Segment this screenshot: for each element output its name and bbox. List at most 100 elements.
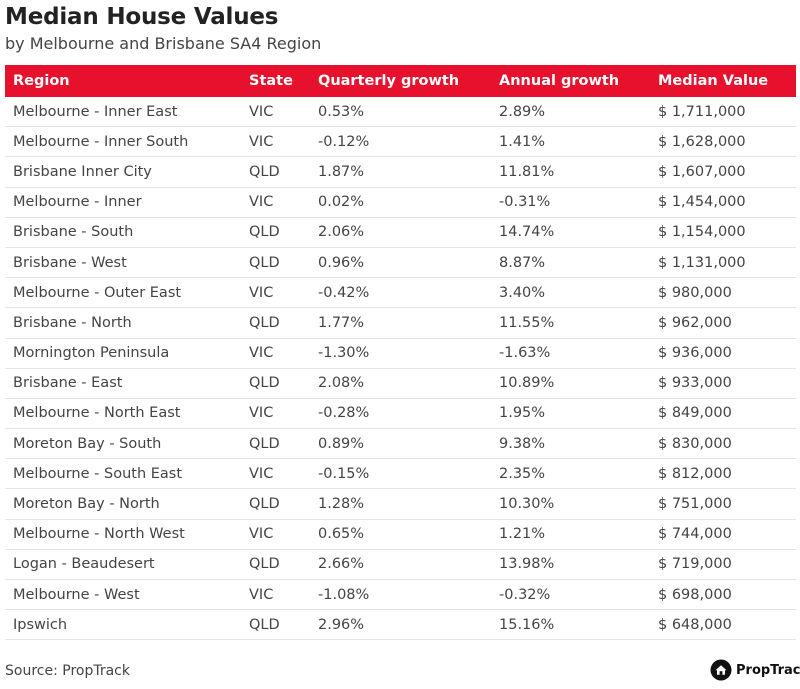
cell-state: QLD (249, 375, 280, 392)
table-row: Melbourne - Inner VIC 0.02% -0.31% $ 1,454,0… (5, 188, 796, 218)
column-header-region: Region (13, 73, 70, 89)
cell-median-value: $ 751,000 (658, 496, 732, 513)
cell-annual-growth: 1.41% (499, 133, 546, 150)
cell-state: QLD (249, 254, 280, 271)
cell-region: Moreton Bay - North (13, 496, 160, 513)
cell-annual-growth: 15.16% (499, 616, 555, 633)
column-header-annual-growth: Annual growth (499, 73, 620, 89)
cell-annual-growth: 9.38% (499, 435, 546, 452)
cell-state: QLD (249, 556, 280, 573)
cell-state: QLD (249, 163, 280, 180)
cell-median-value: $ 812,000 (658, 465, 732, 482)
cell-region: Melbourne - South East (13, 465, 183, 482)
cell-state: VIC (249, 345, 274, 362)
cell-annual-growth: 1.21% (499, 526, 546, 543)
cell-state: QLD (249, 616, 280, 633)
cell-region: Mornington Peninsula (13, 345, 170, 362)
cell-quarterly-growth: -0.28% (318, 405, 370, 422)
table-row: Melbourne - North West VIC 0.65% 1.21% $ 744… (5, 520, 796, 550)
cell-median-value: $ 1,131,000 (658, 254, 746, 271)
cell-region: Brisbane Inner City (13, 163, 152, 180)
cell-state: VIC (249, 284, 274, 301)
brand-mark: PropTrack (710, 659, 800, 681)
cell-state: QLD (249, 435, 280, 452)
cell-state: VIC (249, 133, 274, 150)
cell-state: VIC (249, 405, 274, 422)
cell-median-value: $ 744,000 (658, 526, 732, 543)
cell-annual-growth: 14.74% (499, 224, 555, 241)
cell-median-value: $ 936,000 (658, 345, 732, 362)
cell-quarterly-growth: -0.15% (318, 465, 370, 482)
cell-region: Melbourne - North West (13, 526, 185, 543)
column-header-median-value: Median Value (658, 73, 769, 89)
cell-region: Brisbane - North (13, 314, 132, 331)
cell-annual-growth: 1.95% (499, 405, 546, 422)
cell-quarterly-growth: 2.06% (318, 224, 365, 241)
cell-median-value: $ 980,000 (658, 284, 732, 301)
table-header-row: Region State Quarterly growth Annual gro… (5, 65, 796, 97)
cell-quarterly-growth: 0.65% (318, 526, 365, 543)
page-subtitle: by Melbourne and Brisbane SA4 Region (5, 34, 322, 53)
table-row: Melbourne - Inner South VIC -0.12% 1.41% $ 1… (5, 127, 796, 158)
brand-name: PropTrack (736, 662, 800, 678)
cell-region: Melbourne - West (13, 586, 140, 603)
cell-median-value: $ 1,454,000 (658, 194, 746, 211)
table-row: Brisbane - West QLD 0.96% 8.87% $ 1,131,000 (5, 248, 796, 279)
source-note: Source: PropTrack (5, 663, 130, 679)
table-row: Melbourne - West VIC -1.08% -0.32% $ 698,000 (5, 580, 796, 611)
cell-median-value: $ 1,607,000 (658, 163, 746, 180)
cell-region: Melbourne - Inner South (13, 133, 189, 150)
cell-state: VIC (249, 526, 274, 543)
cell-region: Moreton Bay - South (13, 435, 162, 452)
cell-state: QLD (249, 496, 280, 513)
cell-state: VIC (249, 194, 274, 211)
cell-quarterly-growth: -0.12% (318, 133, 370, 150)
cell-annual-growth: -1.63% (499, 345, 551, 362)
cell-quarterly-growth: 0.53% (318, 103, 365, 120)
cell-median-value: $ 1,154,000 (658, 224, 746, 241)
cell-median-value: $ 1,628,000 (658, 133, 746, 150)
cell-annual-growth: 13.98% (499, 556, 555, 573)
cell-quarterly-growth: -0.42% (318, 284, 370, 301)
table-row: Logan - Beaudesert QLD 2.66% 13.98% $ 719,00… (5, 550, 796, 580)
table-row: Moreton Bay - North QLD 1.28% 10.30% $ 751,0… (5, 489, 796, 520)
cell-annual-growth: 10.30% (499, 496, 555, 513)
cell-annual-growth: 11.55% (499, 314, 555, 331)
table-row: Brisbane Inner City QLD 1.87% 11.81% $ 1,607… (5, 157, 796, 188)
column-header-state: State (249, 73, 293, 89)
table-row: Melbourne - South East VIC -0.15% 2.35% $ 81… (5, 459, 796, 490)
page-title: Median House Values (5, 4, 279, 30)
cell-region: Melbourne - North East (13, 405, 181, 422)
cell-quarterly-growth: -1.30% (318, 345, 370, 362)
cell-median-value: $ 933,000 (658, 375, 732, 392)
cell-state: VIC (249, 465, 274, 482)
cell-quarterly-growth: 0.89% (318, 435, 365, 452)
cell-region: Melbourne - Inner (13, 194, 142, 211)
cell-quarterly-growth: 2.66% (318, 556, 365, 573)
table-row: Melbourne - North East VIC -0.28% 1.95% $ 84… (5, 399, 796, 430)
cell-quarterly-growth: 1.77% (318, 314, 365, 331)
cell-median-value: $ 830,000 (658, 435, 732, 452)
proptrack-logo-icon (710, 659, 732, 681)
table-row: Melbourne - Inner East VIC 0.53% 2.89% $ 1,7… (5, 97, 796, 128)
cell-region: Brisbane - South (13, 224, 134, 241)
table-row: Brisbane - East QLD 2.08% 10.89% $ 933,000 (5, 369, 796, 399)
cell-annual-growth: 8.87% (499, 254, 546, 271)
cell-state: QLD (249, 224, 280, 241)
cell-quarterly-growth: 0.96% (318, 254, 365, 271)
cell-annual-growth: 3.40% (499, 284, 546, 301)
cell-median-value: $ 962,000 (658, 314, 732, 331)
cell-annual-growth: 2.89% (499, 103, 546, 120)
column-header-quarterly-growth: Quarterly growth (318, 73, 460, 89)
cell-median-value: $ 719,000 (658, 556, 732, 573)
cell-annual-growth: 11.81% (499, 163, 555, 180)
cell-median-value: $ 648,000 (658, 616, 732, 633)
cell-state: VIC (249, 586, 274, 603)
table-row: Ipswich QLD 2.96% 15.16% $ 648,000 (5, 610, 796, 641)
house-values-table: Region State Quarterly growth Annual gro… (5, 65, 796, 641)
cell-quarterly-growth: 2.08% (318, 375, 365, 392)
cell-region: Brisbane - West (13, 254, 127, 271)
table-body: Melbourne - Inner East VIC 0.53% 2.89% $ 1,7… (5, 97, 796, 641)
cell-region: Brisbane - East (13, 375, 123, 392)
cell-region: Melbourne - Outer East (13, 284, 182, 301)
